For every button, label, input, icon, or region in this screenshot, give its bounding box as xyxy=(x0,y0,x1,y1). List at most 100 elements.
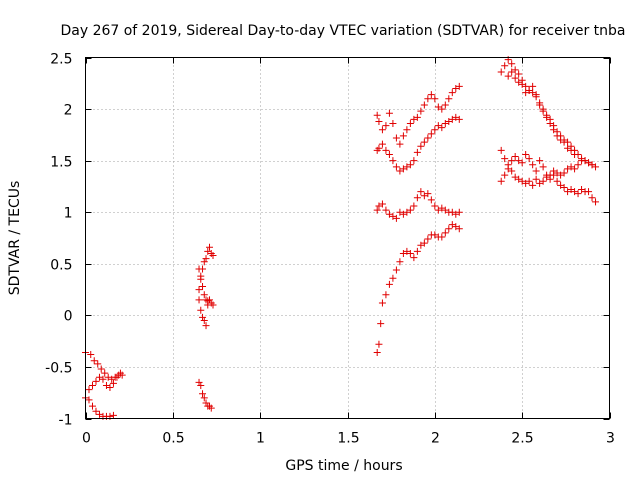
data-point xyxy=(511,153,519,161)
data-point xyxy=(427,196,435,204)
data-point xyxy=(532,91,540,99)
data-point xyxy=(508,60,516,68)
data-point xyxy=(382,122,390,130)
data-point xyxy=(99,375,107,383)
data-point xyxy=(410,254,418,262)
data-point xyxy=(445,95,453,103)
data-point xyxy=(497,146,505,154)
data-points xyxy=(82,56,600,420)
data-point xyxy=(413,148,421,156)
data-point xyxy=(431,202,439,210)
data-point xyxy=(382,146,390,154)
data-point xyxy=(406,120,414,128)
data-point xyxy=(389,274,397,282)
data-point xyxy=(588,161,596,169)
data-point xyxy=(504,72,512,80)
data-point xyxy=(427,91,435,99)
data-point xyxy=(497,68,505,76)
data-point xyxy=(420,101,428,109)
data-point xyxy=(209,252,217,260)
y-tick-label: 0 xyxy=(64,309,73,325)
data-point xyxy=(199,282,207,290)
x-axis-label: GPS time / hours xyxy=(285,458,402,474)
data-point xyxy=(525,177,533,185)
data-point xyxy=(560,169,568,177)
data-point xyxy=(431,126,439,134)
data-point xyxy=(113,373,121,381)
data-point xyxy=(529,82,537,90)
data-point xyxy=(543,171,551,179)
data-point xyxy=(406,206,414,214)
data-point xyxy=(392,266,400,274)
data-point xyxy=(413,194,421,202)
data-point xyxy=(574,161,582,169)
data-point xyxy=(445,225,453,233)
y-axis-label: SDTVAR / TECUs xyxy=(7,181,23,296)
data-point xyxy=(585,188,593,196)
data-point xyxy=(532,175,540,183)
data-point xyxy=(88,381,96,389)
data-point xyxy=(438,105,446,113)
data-point xyxy=(109,411,117,419)
data-point xyxy=(197,306,205,314)
data-point xyxy=(571,150,579,158)
data-point xyxy=(377,320,385,328)
data-point xyxy=(200,317,208,325)
data-point xyxy=(382,206,390,214)
data-point xyxy=(413,113,421,121)
data-point xyxy=(550,171,558,179)
data-point xyxy=(592,198,600,206)
data-point xyxy=(448,89,456,97)
data-point xyxy=(389,120,397,128)
data-point xyxy=(501,171,509,179)
data-point xyxy=(508,68,516,76)
data-point xyxy=(199,313,207,321)
data-point xyxy=(522,150,530,158)
data-point xyxy=(420,239,428,247)
data-point xyxy=(560,138,568,146)
data-point xyxy=(200,394,208,402)
data-point xyxy=(539,107,547,115)
data-point xyxy=(385,150,393,158)
x-tick-label: 0.5 xyxy=(162,431,184,447)
data-point xyxy=(438,233,446,241)
data-point xyxy=(197,381,205,389)
data-point xyxy=(410,157,418,165)
data-point xyxy=(392,134,400,142)
data-point xyxy=(385,280,393,288)
data-point xyxy=(195,378,203,386)
data-point xyxy=(382,291,390,299)
data-point xyxy=(109,379,117,387)
data-point xyxy=(410,202,418,210)
data-point xyxy=(536,101,544,109)
data-point xyxy=(85,386,93,394)
y-tick-label: 2.5 xyxy=(50,52,72,68)
data-point xyxy=(539,163,547,171)
data-point xyxy=(567,146,575,154)
data-point xyxy=(389,157,397,165)
data-point xyxy=(413,247,421,255)
data-point xyxy=(424,95,432,103)
plot-frame xyxy=(85,57,610,419)
data-point xyxy=(529,161,537,169)
data-point xyxy=(85,396,93,404)
data-point xyxy=(396,258,404,266)
data-point xyxy=(206,243,214,251)
chart-title: Day 267 of 2019, Sidereal Day-to-day VTE… xyxy=(60,23,625,39)
data-point xyxy=(195,286,203,294)
data-point xyxy=(375,117,383,125)
data-point xyxy=(106,384,114,392)
data-point xyxy=(518,80,526,88)
data-point xyxy=(438,124,446,132)
data-point xyxy=(525,155,533,163)
data-point xyxy=(202,255,210,263)
data-point xyxy=(373,206,381,214)
data-point xyxy=(511,74,519,82)
data-point xyxy=(546,120,554,128)
x-tick-label: 0 xyxy=(82,431,91,447)
x-tick-label: 1.5 xyxy=(337,431,359,447)
axis-ticks xyxy=(85,57,611,420)
tick-labels: 0 0.5 1 1.5 2 2.5 3 -1 -0.5 0 0.5 1 1.5 2 2.5 xyxy=(45,52,615,447)
data-point xyxy=(427,130,435,138)
data-point xyxy=(518,159,526,167)
